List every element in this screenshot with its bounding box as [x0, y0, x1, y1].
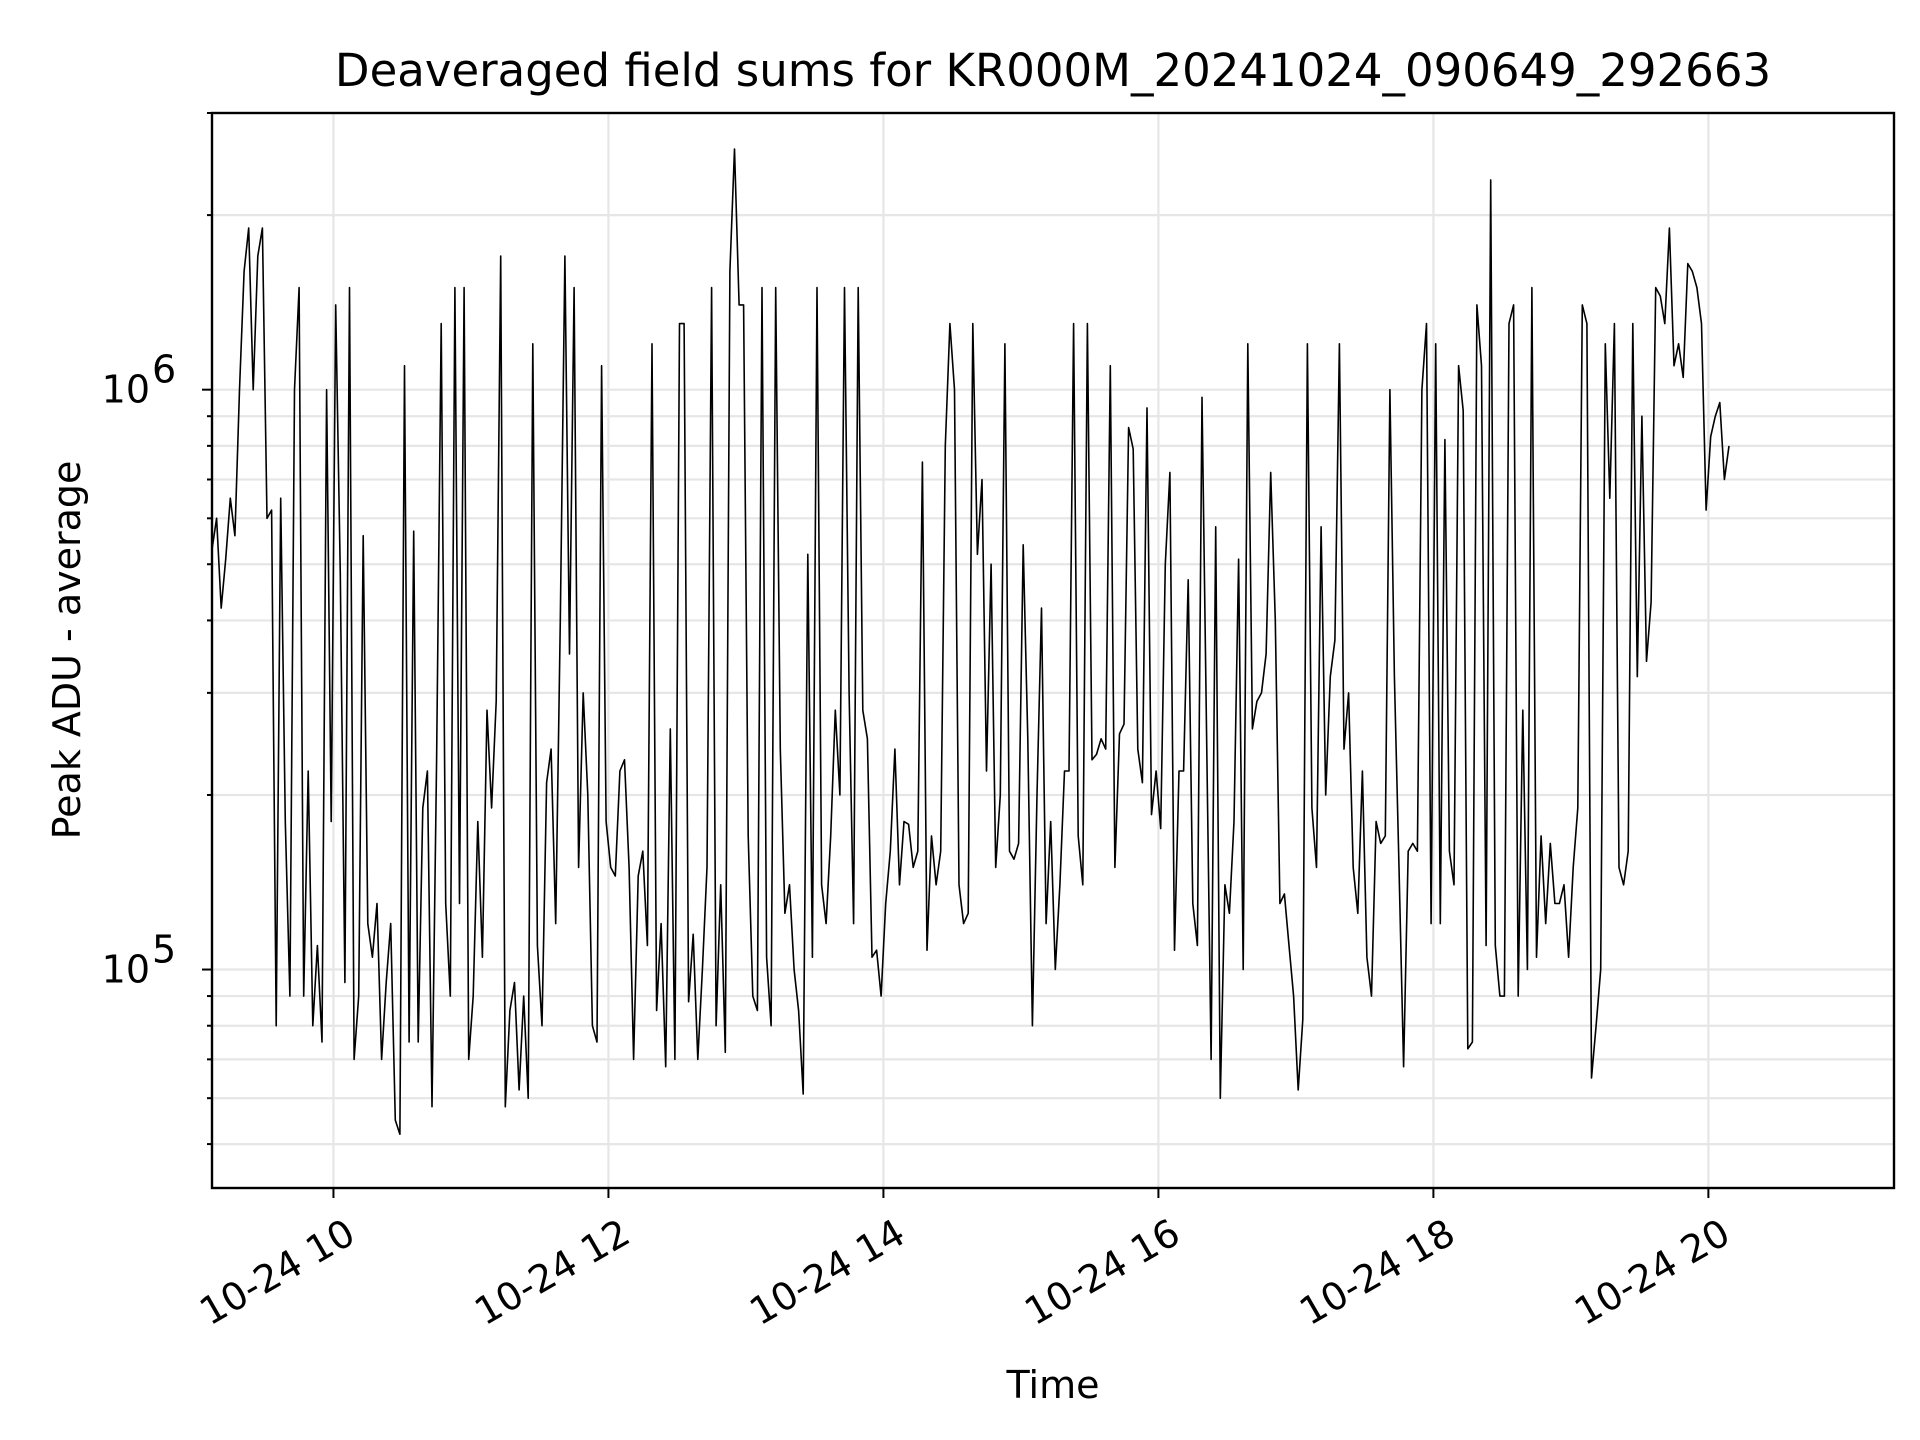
chart-title: Deaveraged field sums for KR000M_2024102… [335, 44, 1771, 97]
x-tick-label: 10-24 16 [1017, 1210, 1187, 1334]
grid-lines [212, 111, 1894, 1188]
x-axis-label: Time [1006, 1363, 1100, 1407]
x-tick-label: 10-24 10 [192, 1210, 362, 1334]
x-tick-label: 10-24 12 [467, 1210, 637, 1334]
x-tick-label: 10-24 18 [1292, 1210, 1462, 1334]
plot-frame [210, 111, 1896, 1190]
x-tick-label: 10-24 20 [1567, 1210, 1737, 1334]
y-tick-exponent: 5 [152, 928, 176, 972]
y-axis-label: Peak ADU - average [45, 461, 89, 840]
y-tick-label: 10 [102, 948, 150, 992]
y-tick-label: 10 [102, 368, 150, 412]
x-tick-label: 10-24 14 [742, 1210, 912, 1334]
series-line-peak-adu [211, 148, 1730, 1135]
y-tick-exponent: 6 [152, 348, 176, 392]
